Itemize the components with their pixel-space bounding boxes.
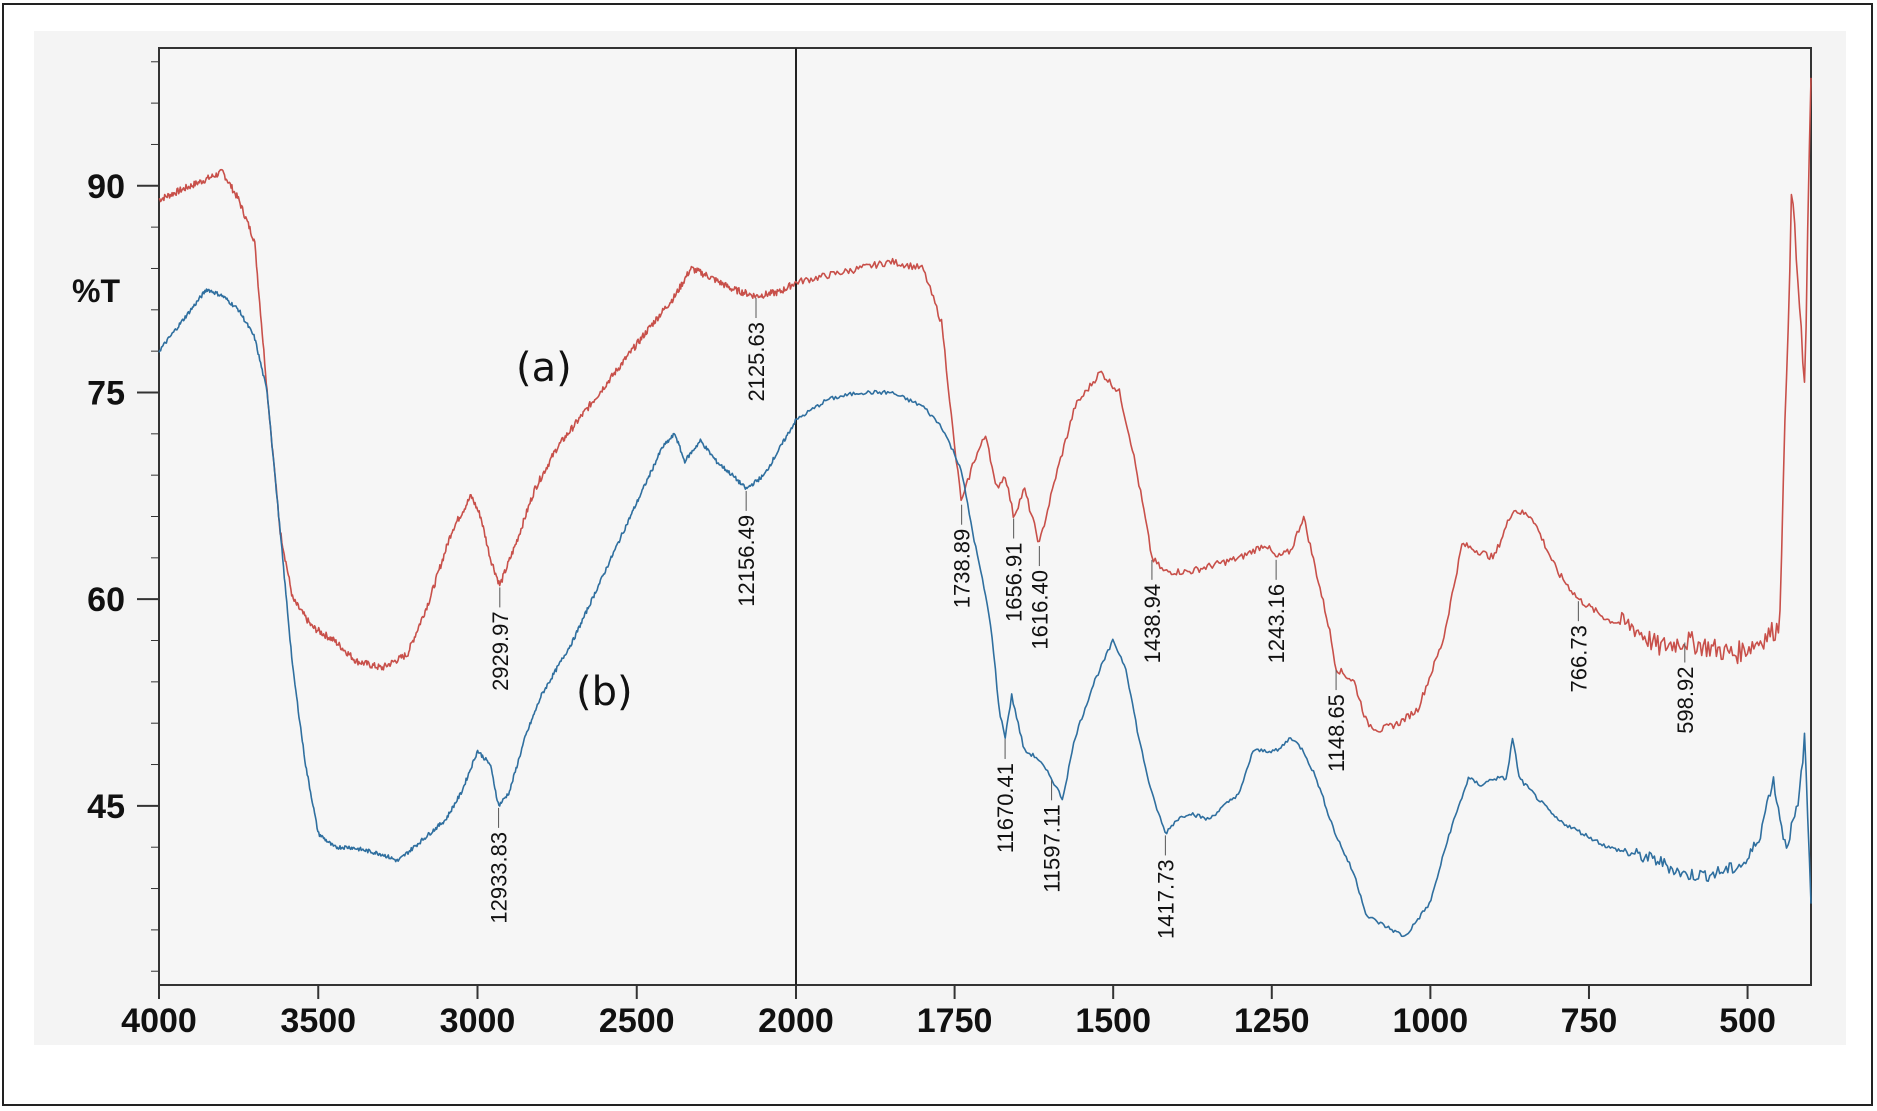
peak-label: 766.73 [1566,625,1591,692]
x-tick-label: 4000 [121,1002,197,1040]
x-tick-label: 1000 [1393,1002,1469,1040]
peak-label: 1148.65 [1324,694,1349,772]
x-axis: 4000 3500 3000 2500 2000 1750 1500 1250 1000 750 5… [121,985,1776,1040]
series-label-b: (b) [576,669,633,715]
y-tick-label: 60 [87,581,125,619]
peak-label: 1417.73 [1153,859,1178,939]
series-line-b [158,288,1812,938]
x-tick-label: 2500 [599,1002,675,1040]
y-tick-label: 45 [87,788,125,826]
ir-spectrum-chart: 45 60 75 90 4000 3500 3000 2500 2000 1750 1500 125… [34,31,1846,1045]
x-tick-label: 1500 [1075,1002,1151,1040]
peak-label: 12156.49 [734,515,759,607]
peak-label: 1656.91 [1002,543,1027,623]
x-tick-label: 2000 [758,1002,834,1040]
series-layer [158,77,1812,938]
x-tick-label: 750 [1561,1002,1618,1040]
peak-label: 2125.63 [744,322,769,402]
figure-frame: 45 60 75 90 4000 3500 3000 2500 2000 1750 1500 125… [2,3,1873,1106]
peak-label: 1616.40 [1027,570,1052,650]
x-tick-label: 3500 [280,1002,356,1040]
peak-label: 598.92 [1673,667,1698,734]
plot-area [158,47,1812,986]
y-axis-title: %T [72,273,120,309]
y-axis: 45 60 75 90 [87,168,159,826]
peak-annotations: 2929.97 2125.63 1738.89 1656.91 1616.40 1438.… [487,298,1698,939]
peak-label: 1438.94 [1140,584,1165,664]
peak-label: 11597.11 [1040,804,1065,893]
peak-label: 1738.89 [950,529,975,609]
x-tick-label: 1750 [917,1002,993,1040]
series-label-a: (a) [516,345,572,391]
peak-label: 2929.97 [488,611,513,691]
x-tick-label: 500 [1719,1002,1776,1040]
y-tick-label: 75 [87,374,125,412]
peak-label: 12933.83 [487,832,512,924]
series-line-a [158,77,1812,733]
peak-label: 1243.16 [1264,584,1289,664]
y-tick-label: 90 [87,168,125,206]
x-tick-label: 1250 [1234,1002,1310,1040]
peak-label: 11670.41 [993,763,1018,853]
x-tick-label: 3000 [440,1002,516,1040]
